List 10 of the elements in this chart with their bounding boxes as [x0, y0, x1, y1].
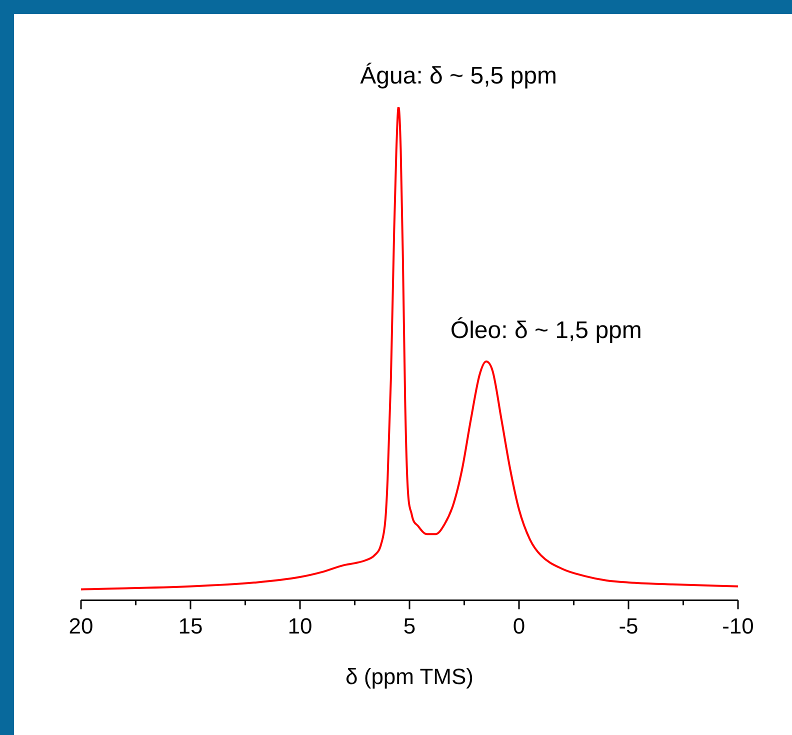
x-axis-title: δ (ppm TMS): [346, 664, 474, 689]
x-tick-label: 0: [512, 613, 526, 638]
x-tick-label: 20: [68, 613, 94, 638]
x-tick-label: 5: [403, 613, 416, 638]
x-tick-label: -5: [618, 613, 638, 638]
x-tick-label: 15: [178, 613, 203, 638]
x-tick-label: 10: [288, 613, 312, 638]
annotation: Água: δ ~ 5,5 ppm: [360, 62, 557, 90]
x-tick-label: -10: [722, 613, 754, 638]
annotation: Óleo: δ ~ 1,5 ppm: [450, 317, 642, 344]
